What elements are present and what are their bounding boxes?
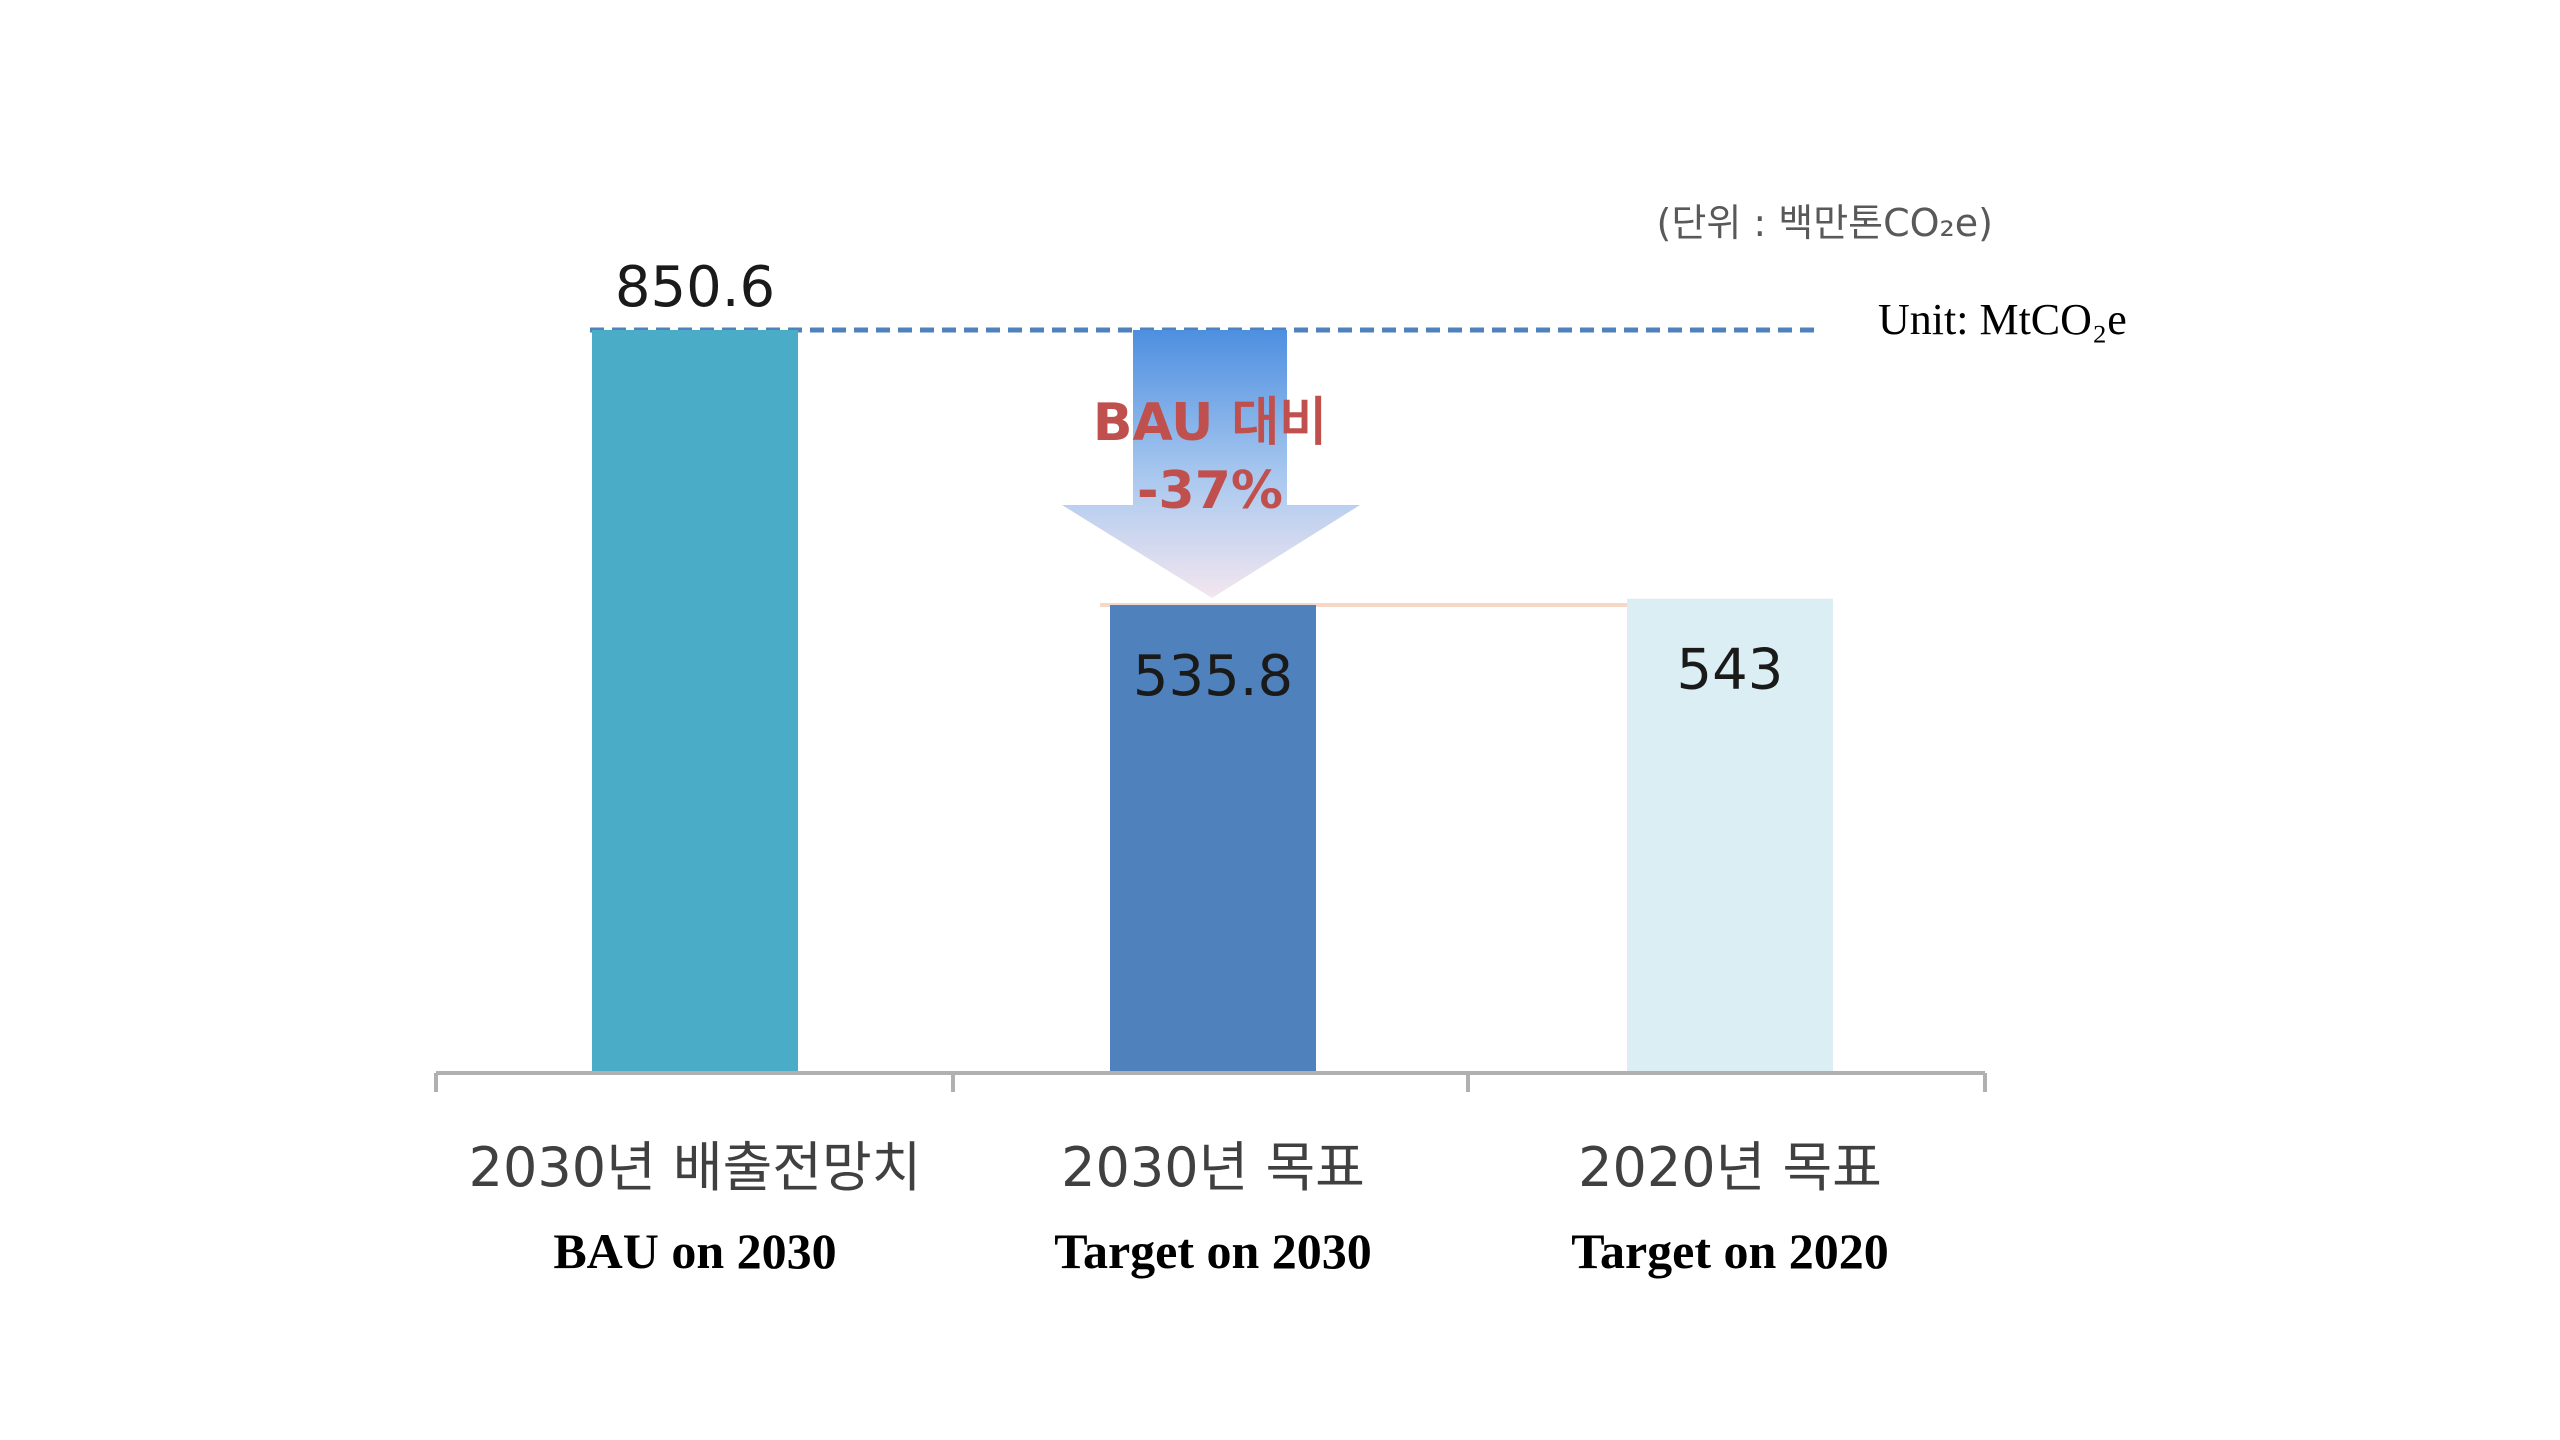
unit-label-korean: (단위 : 백만톤CO₂e) <box>1657 201 1993 245</box>
category-label-korean: 2020년 목표 <box>1578 1136 1882 1199</box>
category-label-korean: 2030년 배출전망치 <box>469 1136 922 1199</box>
category-label-english: Target on 2020 <box>1571 1223 1889 1279</box>
reduction-annotation-line2: -37% <box>1137 461 1283 521</box>
bar-target-2030 <box>1110 604 1316 1073</box>
unit-label-english: Unit: MtCO₂e <box>1878 295 2127 344</box>
bar-target-2020 <box>1627 598 1833 1073</box>
reduction-annotation-line1: BAU 대비 <box>1093 393 1327 453</box>
reduction-arrow-icon <box>1062 330 1360 598</box>
bar-bau-2030 <box>592 330 798 1073</box>
value-label-bau-2030: 850.6 <box>615 255 775 320</box>
category-label-korean: 2030년 목표 <box>1061 1136 1365 1199</box>
value-label-target-2030: 535.8 <box>1133 644 1293 709</box>
value-label-target-2020: 543 <box>1677 638 1784 703</box>
category-label-english: BAU on 2030 <box>553 1223 836 1279</box>
category-label-english: Target on 2030 <box>1054 1223 1372 1279</box>
